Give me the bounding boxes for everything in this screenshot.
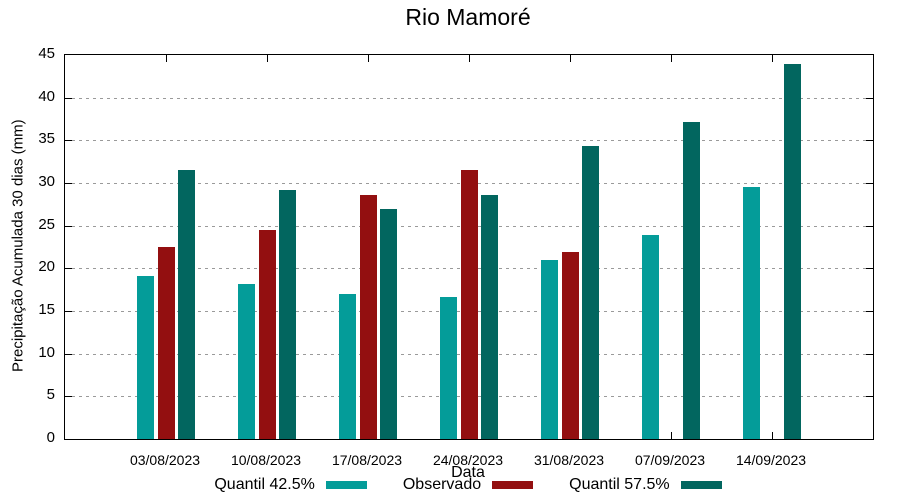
x-tick-mark-top: [469, 55, 470, 62]
x-tick-mark-top: [267, 55, 268, 62]
y-tick-mark-left: [65, 396, 72, 398]
legend-label: Observado: [402, 476, 482, 493]
y-tick-mark-right: [866, 311, 873, 312]
bar: [178, 170, 196, 439]
legend-label: Quantil 57.5%: [569, 476, 670, 493]
y-tick-mark-left: [65, 97, 72, 99]
bar: [258, 229, 276, 439]
y-tick-mark-right: [866, 140, 873, 142]
legend-label: Quantil 42.5%: [214, 476, 315, 493]
y-tick-mark-right: [866, 396, 873, 398]
legend-swatch: [492, 481, 534, 489]
legend-item: Quantil 57.5%: [569, 476, 722, 494]
plot-area: [64, 54, 874, 440]
x-tick-mark-bottom: [772, 432, 773, 439]
x-tick-label: 14/09/2023: [735, 452, 807, 468]
legend-item: Quantil 42.5%: [214, 476, 367, 494]
y-tick-mark-left: [65, 225, 72, 227]
x-tick-label: 03/08/2023: [129, 452, 201, 468]
y-tick-label: 45: [38, 45, 55, 62]
y-tick-label: 30: [38, 173, 55, 190]
bar: [359, 194, 377, 439]
bar: [540, 259, 558, 439]
y-tick-mark-right: [866, 225, 873, 227]
y-tick-label: 15: [38, 301, 55, 318]
x-tick-mark-bottom: [671, 432, 672, 439]
bar: [237, 283, 255, 439]
y-tick-label: 5: [46, 386, 55, 404]
bar: [380, 208, 398, 439]
y-tick-mark-right: [866, 183, 873, 184]
bar: [582, 146, 600, 439]
bar: [136, 276, 154, 439]
x-tick-mark-top: [368, 55, 369, 62]
y-tick-mark-left: [65, 311, 72, 312]
y-tick-mark-left: [65, 183, 72, 184]
y-tick-label: 25: [38, 215, 55, 233]
chart-title: Rio Mamoré: [405, 4, 531, 30]
y-tick-mark-left: [65, 140, 72, 142]
x-tick-label: 07/09/2023: [634, 452, 706, 468]
x-tick-mark-top: [570, 55, 571, 62]
y-tick-mark-left: [65, 268, 72, 270]
x-tick-mark-top: [166, 55, 167, 62]
y-tick-label: 0: [46, 429, 55, 446]
bar: [439, 296, 457, 439]
gridline: [65, 97, 873, 99]
y-tick-mark-right: [866, 268, 873, 270]
y-axis-label: Precipitação Acumulada 30 dias (mm): [9, 119, 27, 373]
bar: [481, 194, 499, 439]
bar: [641, 235, 659, 439]
x-tick-label: 24/08/2023: [432, 452, 504, 468]
bar: [784, 63, 802, 439]
bar: [683, 122, 701, 439]
legend-swatch: [325, 481, 367, 489]
x-tick-mark-top: [671, 55, 672, 62]
legend-item: Observado: [402, 476, 534, 494]
y-tick-label: 40: [38, 87, 55, 105]
y-tick-mark-right: [866, 353, 873, 355]
y-tick-label: 20: [38, 258, 55, 276]
bar: [338, 293, 356, 439]
bar: [561, 252, 579, 439]
bar: [742, 187, 760, 439]
x-tick-label: 17/08/2023: [331, 452, 403, 468]
y-tick-label: 35: [38, 130, 55, 148]
bar: [157, 247, 175, 439]
x-tick-label: 10/08/2023: [230, 452, 302, 468]
x-axis-label: Data: [451, 464, 485, 481]
y-tick-label: 10: [38, 343, 55, 361]
bar: [279, 189, 297, 439]
legend: Quantil 42.5% Observado Quantil 57.5%: [64, 476, 872, 494]
x-tick-mark-top: [772, 55, 773, 62]
bar: [460, 170, 478, 439]
y-tick-mark-right: [866, 97, 873, 99]
gridline: [65, 140, 873, 142]
y-tick-mark-left: [65, 353, 72, 355]
legend-swatch: [680, 481, 722, 489]
x-tick-label: 31/08/2023: [533, 452, 605, 468]
